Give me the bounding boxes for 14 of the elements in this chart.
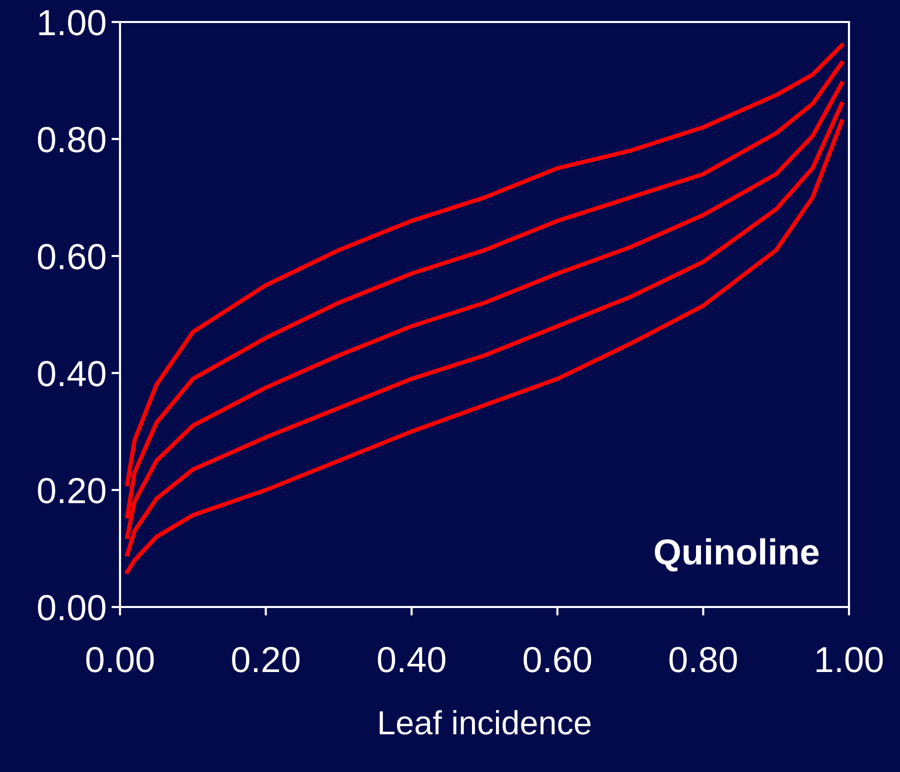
- y-tick-label: 0.20: [38, 478, 106, 504]
- x-tick-label: 1.00: [816, 646, 883, 672]
- y-tick-label: 0.60: [38, 244, 106, 270]
- annotation: Quinoline: [654, 538, 819, 572]
- x-tick-label: 0.20: [232, 646, 300, 672]
- x-tick-label: 0.00: [86, 646, 154, 672]
- x-tick-label: 0.60: [524, 646, 592, 672]
- x-axis-title: Leaf incidence: [380, 710, 591, 735]
- y-tick-label: 1.00: [39, 10, 106, 36]
- y-tick-label: 0.00: [38, 594, 106, 620]
- y-tick-label: 0.40: [38, 360, 106, 386]
- x-tick-label: 0.80: [669, 646, 737, 672]
- x-tick-label: 0.40: [378, 646, 446, 672]
- y-tick-label: 0.80: [38, 126, 106, 152]
